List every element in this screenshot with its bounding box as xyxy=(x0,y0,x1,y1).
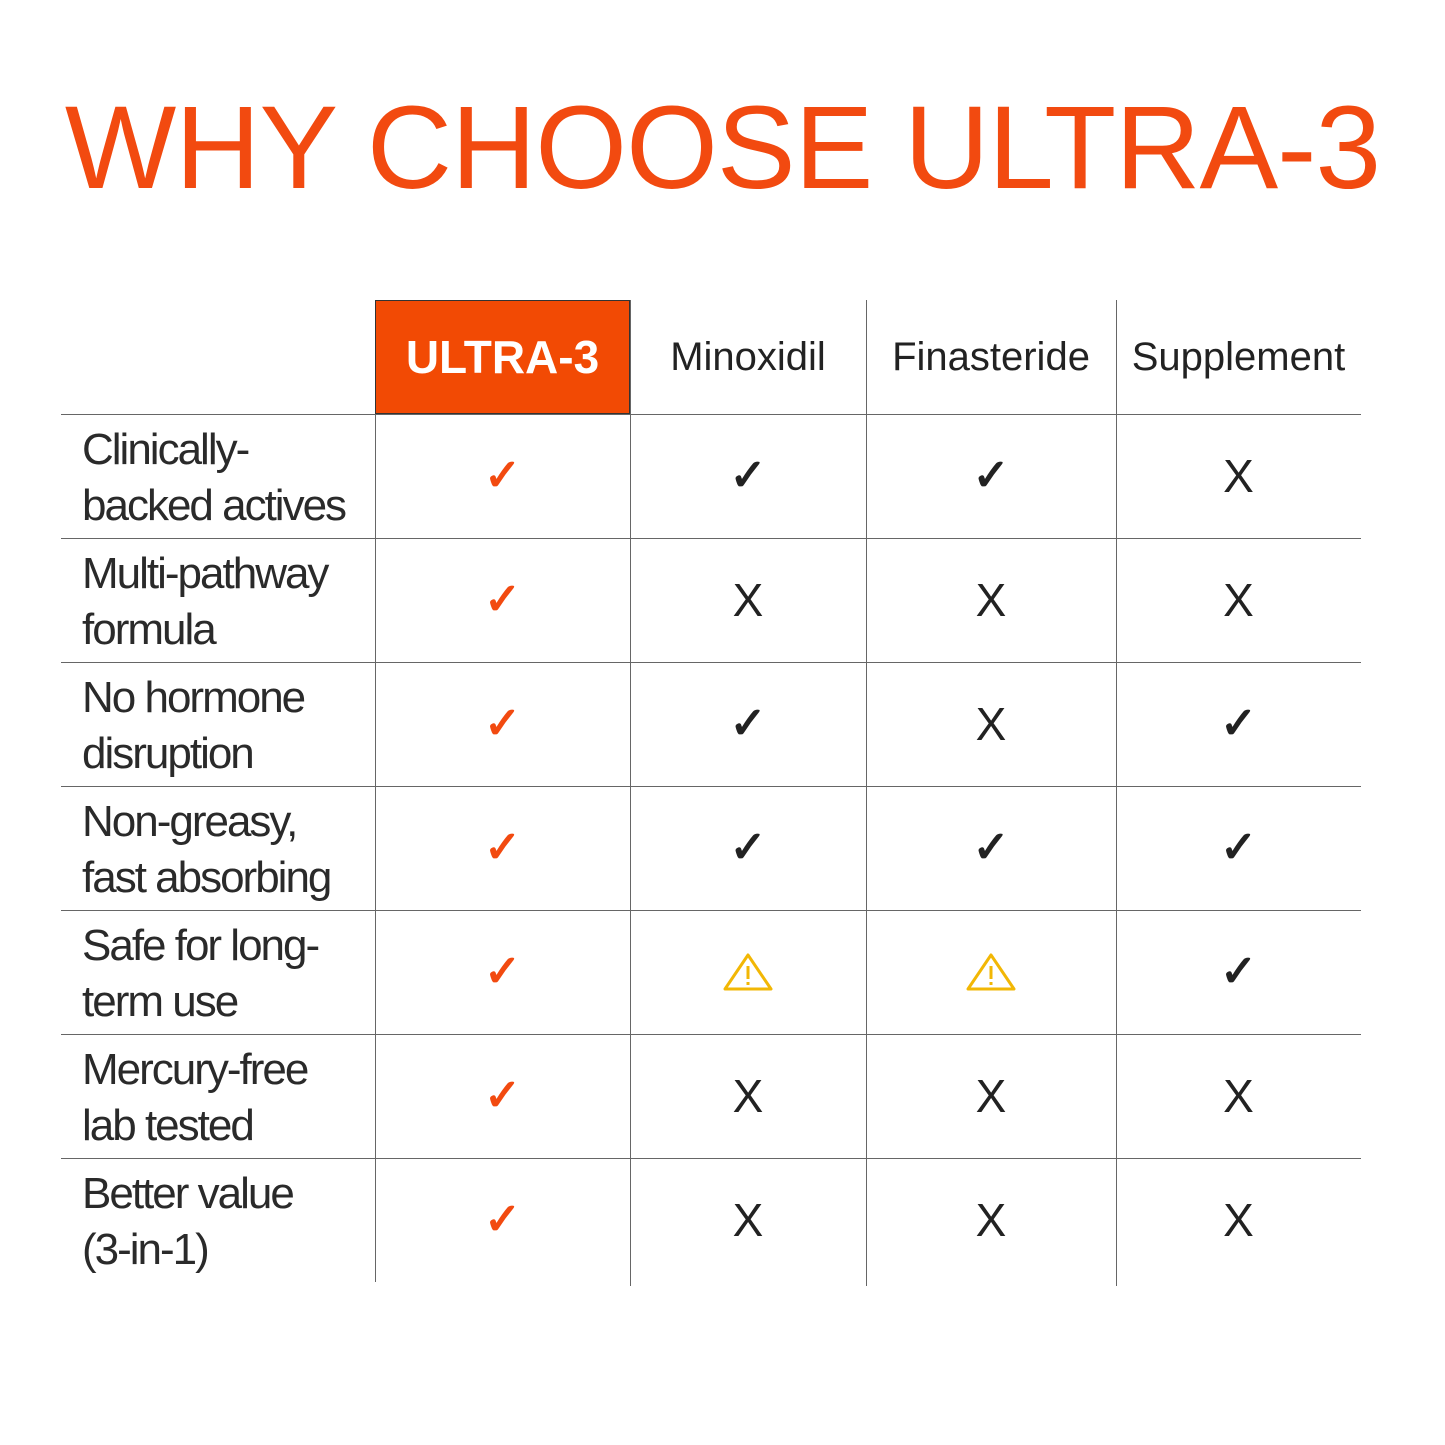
check-icon: ✓ xyxy=(729,699,767,748)
check-icon: ✓ xyxy=(729,451,767,500)
table-cell: ✓ xyxy=(375,910,630,1034)
row-label-line: Better value xyxy=(82,1169,295,1218)
check-icon: ✓ xyxy=(484,451,521,500)
row-divider xyxy=(61,1034,1361,1035)
table-cell: ✓ xyxy=(1116,662,1361,786)
row-label-line: Clinically- xyxy=(82,425,250,474)
check-icon: ✓ xyxy=(972,823,1010,872)
warning-icon xyxy=(722,952,774,992)
row-label: Clinically-backed actives xyxy=(82,422,372,534)
x-icon: X xyxy=(1223,574,1254,626)
column-header-minoxidil: Minoxidil xyxy=(670,334,826,379)
row-label-line: No hormone xyxy=(82,673,306,722)
table-cell xyxy=(630,910,866,1034)
row-label-line: Multi-pathway xyxy=(82,549,329,598)
check-icon: ✓ xyxy=(484,575,521,624)
row-label-line: term use xyxy=(82,977,239,1026)
table-cell: X xyxy=(1116,538,1361,662)
row-label-line: Safe for long- xyxy=(82,921,320,970)
x-icon: X xyxy=(1223,1194,1254,1246)
table-cell: ✓ xyxy=(375,1158,630,1282)
table-cell: X xyxy=(866,1158,1116,1282)
row-label: Mercury-free lab tested xyxy=(82,1042,372,1154)
row-label: No hormone disruption xyxy=(82,670,372,782)
table-cell: ✓ xyxy=(375,538,630,662)
row-label-line: Mercury-free xyxy=(82,1045,309,1094)
row-divider xyxy=(61,910,1361,911)
table-cell: X xyxy=(630,1034,866,1158)
page-title: WHY CHOOSE ULTRA-3 xyxy=(64,82,1381,214)
check-icon: ✓ xyxy=(1220,823,1257,872)
table-cell: ✓ xyxy=(866,414,1116,538)
row-divider xyxy=(61,786,1361,787)
table-cell: X xyxy=(866,662,1116,786)
row-label-line: (3-in-1) xyxy=(82,1225,210,1274)
check-icon: ✓ xyxy=(484,1195,521,1244)
check-icon: ✓ xyxy=(972,451,1010,500)
table-cell: X xyxy=(1116,1158,1361,1282)
table-cell: ✓ xyxy=(866,786,1116,910)
table-cell: ✓ xyxy=(630,662,866,786)
x-icon: X xyxy=(975,1070,1007,1122)
row-label-line: lab tested xyxy=(82,1101,255,1150)
x-icon: X xyxy=(732,1194,764,1246)
table-cell: ✓ xyxy=(630,414,866,538)
x-icon: X xyxy=(975,574,1007,626)
column-divider xyxy=(1116,300,1117,1286)
check-icon: ✓ xyxy=(1220,699,1257,748)
x-icon: X xyxy=(975,1194,1007,1246)
table-cell: ✓ xyxy=(375,786,630,910)
x-icon: X xyxy=(1223,450,1254,502)
check-icon: ✓ xyxy=(484,947,521,996)
column-divider xyxy=(630,300,631,1286)
row-label: Safe for long-term use xyxy=(82,918,372,1030)
column-header-supplement: Supplement xyxy=(1131,334,1346,379)
table-cell: X xyxy=(1116,414,1361,538)
row-label-line: backed actives xyxy=(82,481,347,530)
table-cell: X xyxy=(630,1158,866,1282)
check-icon: ✓ xyxy=(1220,947,1257,996)
table-cell xyxy=(866,910,1116,1034)
column-header-ultra-3: ULTRA-3 xyxy=(375,300,630,414)
column-header-finasteride: Finasteride xyxy=(892,334,1090,379)
table-cell: ✓ xyxy=(375,414,630,538)
x-icon: X xyxy=(732,1070,764,1122)
table-cell: ✓ xyxy=(1116,910,1361,1034)
warning-icon xyxy=(965,952,1017,992)
row-divider xyxy=(61,538,1361,539)
check-icon: ✓ xyxy=(484,823,521,872)
row-label: Non-greasy, fast absorbing xyxy=(82,794,372,906)
column-divider xyxy=(866,300,867,1286)
row-divider xyxy=(61,414,1361,415)
row-label-line: fast absorbing xyxy=(82,853,332,902)
table-cell: ✓ xyxy=(375,662,630,786)
table-cell: X xyxy=(1116,1034,1361,1158)
row-divider xyxy=(61,662,1361,663)
table-cell: ✓ xyxy=(1116,786,1361,910)
check-icon: ✓ xyxy=(484,1071,521,1120)
check-icon: ✓ xyxy=(484,699,521,748)
row-divider xyxy=(61,1158,1361,1159)
table-cell: ✓ xyxy=(630,786,866,910)
row-label: Better value (3-in-1) xyxy=(82,1166,372,1278)
x-icon: X xyxy=(1223,1070,1254,1122)
row-label-line: Non-greasy, xyxy=(82,797,298,846)
check-icon: ✓ xyxy=(729,823,767,872)
column-divider xyxy=(375,414,376,1282)
row-label: Multi-pathway formula xyxy=(82,546,372,658)
table-cell: X xyxy=(866,1034,1116,1158)
table-cell: X xyxy=(630,538,866,662)
table-cell: ✓ xyxy=(375,1034,630,1158)
row-label-line: formula xyxy=(82,605,217,654)
table-cell: X xyxy=(866,538,1116,662)
x-icon: X xyxy=(975,698,1007,750)
row-label-line: disruption xyxy=(82,729,255,778)
x-icon: X xyxy=(732,574,764,626)
